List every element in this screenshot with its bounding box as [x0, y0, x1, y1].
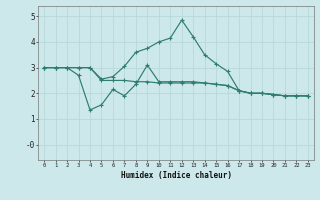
X-axis label: Humidex (Indice chaleur): Humidex (Indice chaleur) [121, 171, 231, 180]
